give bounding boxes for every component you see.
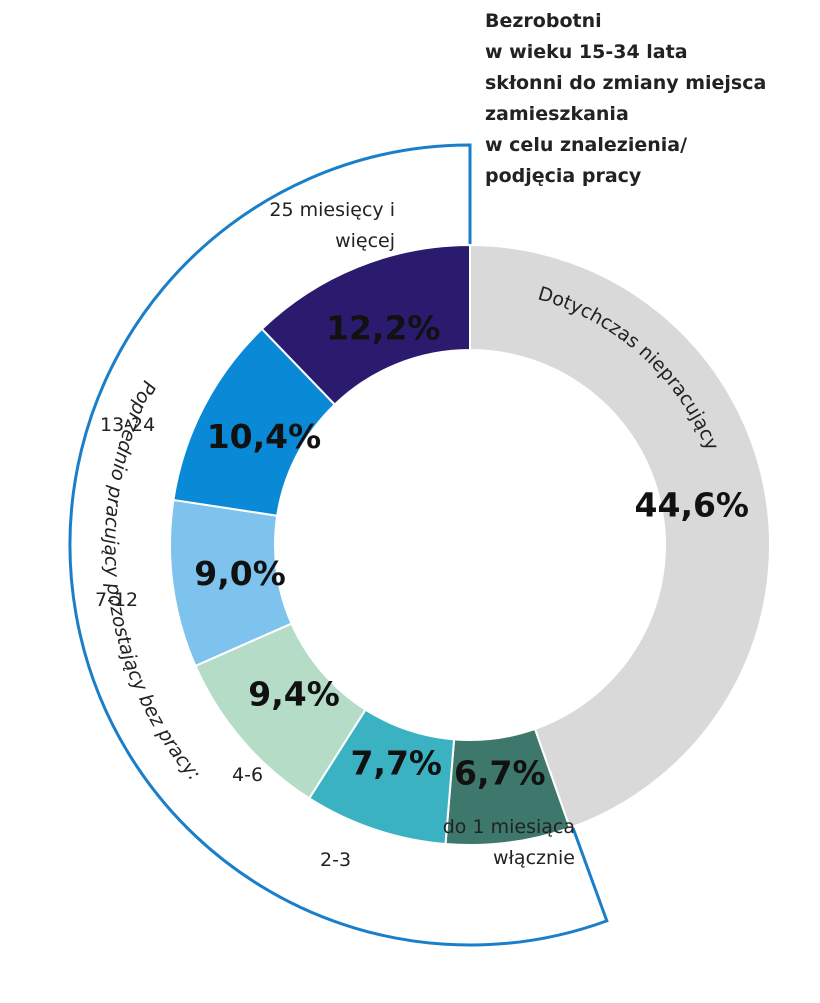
category-label: 2-3 xyxy=(320,849,352,871)
value-label: 44,6% xyxy=(635,486,750,525)
value-labels: 44,6% 6,7% 7,7% 9,4% 9,0% 10,4% 12,2% xyxy=(194,308,749,792)
category-label: 25 miesięcy i więcej xyxy=(269,199,395,252)
title-line: Bezrobotni xyxy=(485,10,602,32)
group-bracket xyxy=(68,143,609,947)
value-label: 9,0% xyxy=(194,554,286,593)
value-label: 9,4% xyxy=(248,675,340,714)
title-line: w celu znalezienia/ xyxy=(485,134,688,156)
segment xyxy=(260,243,471,406)
value-label: 10,4% xyxy=(207,417,322,456)
segments xyxy=(169,243,771,846)
category-label: 4-6 xyxy=(232,764,264,786)
segment xyxy=(469,243,771,830)
title-line: podjęcia pracy xyxy=(485,165,642,187)
value-label: 7,7% xyxy=(350,743,442,782)
chart-title: Bezrobotni w wieku 15-34 lata skłonni do z… xyxy=(485,6,820,192)
value-label: 12,2% xyxy=(326,308,441,347)
category-label: do 1 miesiąca włącznie xyxy=(442,816,575,869)
value-label: 6,7% xyxy=(454,754,546,793)
category-label: 13-24 xyxy=(100,414,156,436)
title-line: w wieku 15-34 lata xyxy=(485,41,688,63)
category-label: 7-12 xyxy=(95,589,139,611)
title-line: skłonni do zmiany miejsca xyxy=(485,72,767,94)
title-line: zamieszkania xyxy=(485,103,629,125)
